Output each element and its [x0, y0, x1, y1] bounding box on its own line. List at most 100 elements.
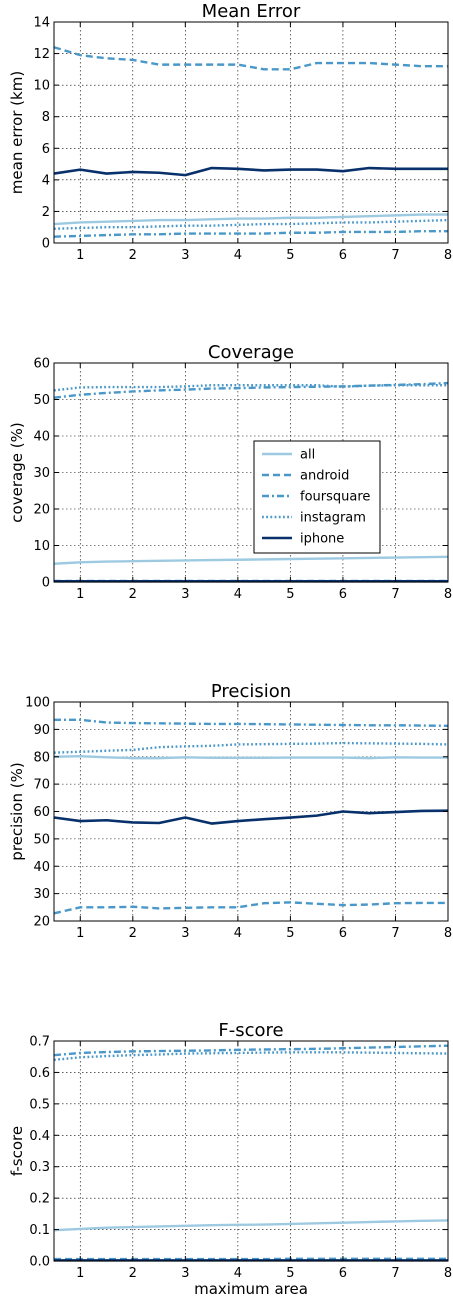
x-tick-label: 5: [286, 1266, 294, 1281]
chart-title: Precision: [211, 681, 291, 702]
y-axis-label: f-score: [8, 1126, 26, 1176]
series-line-instagram: [53, 218, 449, 230]
legend-box: [253, 440, 381, 554]
y-tick-label: 100: [25, 696, 50, 711]
y-tick-label: 70: [33, 778, 50, 793]
chart-title: Coverage: [208, 342, 294, 363]
subplot-3: 1 2 3 4 5 6 7 8 20 30 40 50 60 70 80 90 100 Precision prec…: [8, 681, 452, 941]
y-tick-label: 0.5: [29, 1097, 50, 1112]
subplot-4: 1 2 3 4 5 6 7 8 0.0 0.1 0.2 0.3 0.4 0.5 0.6 0.7 F-score f…: [8, 1020, 452, 1298]
subplot-2: 1 2 3 4 5 6 7 8 0 10 20 30 40 50 60 Coverage coverage (%…: [8, 342, 452, 602]
y-tick-label: 10: [33, 539, 50, 554]
legend-label-all: all: [300, 448, 315, 463]
y-tick-label: 60: [33, 357, 50, 372]
x-tick-label: 7: [391, 248, 399, 263]
x-tick-label: 3: [181, 926, 189, 941]
y-tick-label: 50: [33, 832, 50, 847]
series-line-all: [53, 1219, 449, 1232]
y-tick-label: 2: [42, 205, 50, 220]
y-tick-label: 40: [33, 860, 50, 875]
y-tick-label: 40: [33, 430, 50, 445]
y-tick-label: 0.2: [29, 1192, 50, 1207]
y-tick-label: 14: [33, 16, 50, 31]
legend-label-foursquare: foursquare: [300, 490, 370, 505]
series-line-iphone: [53, 166, 448, 177]
y-tick-label: 0: [42, 576, 50, 591]
x-tick-label: 7: [391, 1266, 399, 1281]
y-tick-label: 0.1: [29, 1223, 50, 1238]
x-tick-label: 1: [76, 926, 84, 941]
x-tick-label: 6: [339, 926, 347, 941]
x-tick-label: 4: [234, 248, 242, 263]
y-tick-label: 90: [33, 723, 50, 738]
x-tick-label: 6: [339, 248, 347, 263]
series-line-android: [53, 46, 448, 71]
x-tick-label: 2: [129, 1266, 137, 1281]
x-tick-label: 6: [339, 587, 347, 602]
chart-title: Mean Error: [202, 1, 301, 22]
y-tick-label: 4: [42, 173, 50, 188]
series-line-foursquare: [53, 381, 449, 399]
y-tick-label: 20: [33, 503, 50, 518]
x-tick-label: 1: [76, 587, 84, 602]
y-axis-label: mean error (km): [8, 71, 26, 194]
x-tick-label: 2: [129, 248, 137, 263]
x-tick-label: 7: [391, 587, 399, 602]
series-line-all: [53, 213, 448, 226]
y-axis-label: coverage (%): [8, 422, 26, 522]
series-line-foursquare: [54, 718, 449, 728]
y-tick-label: 0.6: [29, 1066, 50, 1081]
y-tick-label: 12: [33, 47, 50, 62]
x-tick-label: 8: [444, 1266, 452, 1281]
legend-label-android: android: [300, 469, 349, 484]
y-tick-label: 0: [42, 237, 50, 252]
series-line-foursquare: [53, 229, 448, 238]
y-tick-label: 80: [33, 750, 50, 765]
series-line-foursquare: [53, 1044, 449, 1057]
y-tick-label: 10: [33, 79, 50, 94]
x-tick-label: 4: [234, 926, 242, 941]
x-tick-label: 6: [339, 1266, 347, 1281]
x-tick-label: 8: [444, 926, 452, 941]
x-tick-label: 3: [181, 248, 189, 263]
series-line-instagram: [53, 384, 448, 392]
y-tick-label: 60: [33, 805, 50, 820]
x-tick-label: 8: [444, 248, 452, 263]
legend-label-instagram: instagram: [300, 511, 366, 526]
y-tick-label: 20: [33, 915, 50, 930]
y-tick-label: 50: [33, 393, 50, 408]
x-tick-label: 5: [286, 248, 294, 263]
x-tick-label: 5: [286, 926, 294, 941]
series-line-android: [53, 901, 448, 915]
series-line-all: [53, 755, 448, 760]
y-tick-label: 6: [42, 142, 50, 157]
x-tick-label: 3: [181, 1266, 189, 1281]
x-tick-label: 1: [76, 248, 84, 263]
x-tick-label: 5: [286, 587, 294, 602]
y-tick-label: 30: [33, 466, 50, 481]
x-tick-label: 1: [76, 1266, 84, 1281]
x-tick-label: 4: [234, 587, 242, 602]
y-tick-label: 0.0: [29, 1255, 50, 1270]
y-tick-label: 0.7: [29, 1035, 50, 1050]
legend-label-iphone: iphone: [300, 532, 344, 547]
x-tick-label: 2: [129, 926, 137, 941]
x-tick-label: 4: [234, 1266, 242, 1281]
series-line-iphone: [53, 809, 449, 825]
y-tick-label: 30: [33, 887, 50, 902]
series-line-instagram: [53, 741, 449, 754]
y-axis-label: precision (%): [8, 762, 26, 860]
y-tick-label: 0.4: [29, 1129, 50, 1144]
series-line-instagram: [53, 1051, 449, 1062]
x-tick-label: 7: [391, 926, 399, 941]
series-line-all: [53, 555, 449, 565]
legend: all android foursquare instagram iphone: [253, 440, 381, 554]
axes-frame: [53, 1040, 449, 1262]
x-tick-label: 2: [129, 587, 137, 602]
y-tick-label: 0.3: [29, 1160, 50, 1175]
x-tick-label: 8: [444, 587, 452, 602]
y-tick-label: 8: [42, 110, 50, 125]
x-tick-label: 3: [181, 587, 189, 602]
axes-frame: [53, 21, 449, 244]
